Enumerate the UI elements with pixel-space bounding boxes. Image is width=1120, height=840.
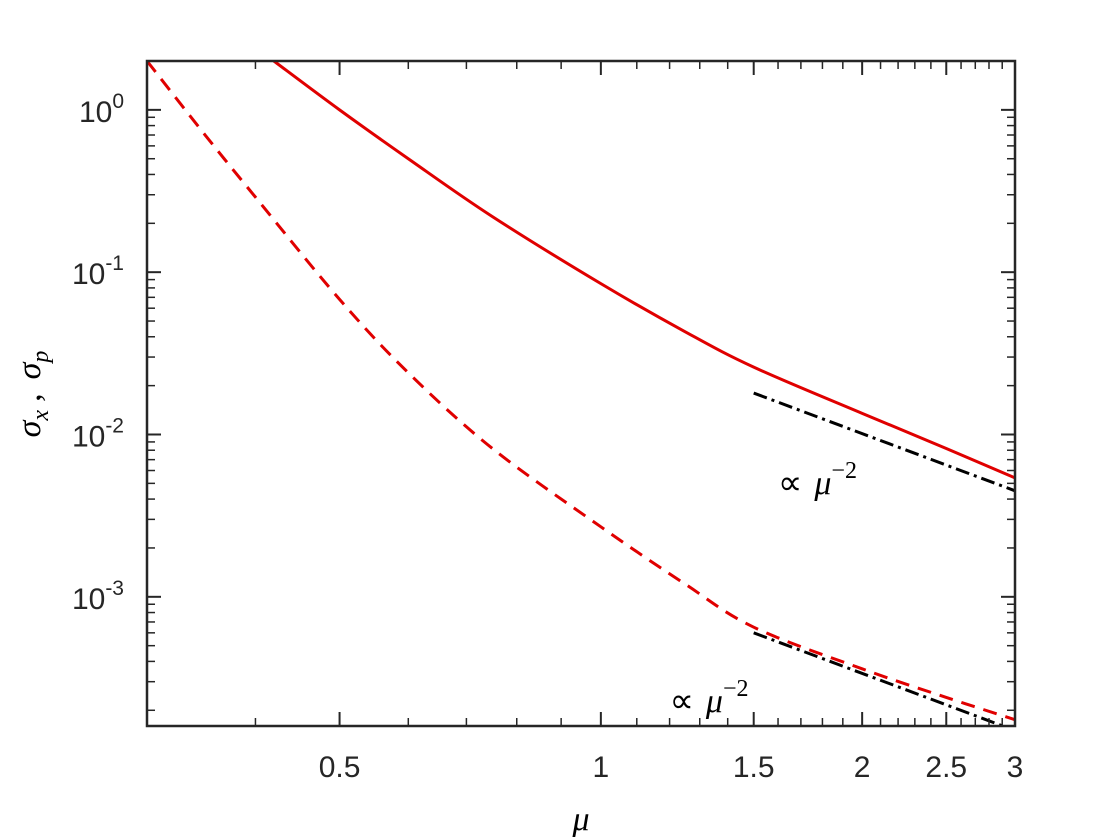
y-tick-label: 10-3 [72, 577, 124, 616]
series-line-2-dashed [147, 61, 1015, 722]
y-label-sigma-x: σ [11, 419, 48, 437]
y-tick-labels: 10-3 10-2 10-1 100 [72, 90, 124, 616]
minor-ticks [147, 61, 1015, 726]
x-tick-labels: 0.5 1 1.5 2 2.5 3 [319, 751, 1024, 784]
svg-text:σx,σp: σx,σp [11, 351, 54, 438]
plot-frame [145, 59, 1017, 728]
x-axis-label: μ [571, 801, 589, 838]
y-tick-label: 100 [79, 90, 124, 129]
series-layer [147, 61, 1015, 726]
x-tick-label: 2 [854, 751, 871, 784]
y-label-separator: , [11, 393, 48, 402]
x-tick-label: 1.5 [733, 751, 775, 784]
y-label-sub-p: p [28, 351, 54, 365]
series-line-3-dashdot [753, 391, 1015, 493]
plot-background [147, 61, 1015, 726]
x-tick-label: 3 [1007, 751, 1024, 784]
series-line-1-solid [272, 61, 1015, 480]
y-tick-label: 10-1 [72, 252, 124, 291]
y-tick-label: 10-2 [72, 414, 124, 453]
y-label-sigma-p: σ [11, 361, 48, 379]
y-axis-label: σx,σp [11, 351, 54, 438]
x-tick-label: 2.5 [925, 751, 967, 784]
x-tick-label: 0.5 [319, 751, 361, 784]
x-tick-label: 1 [593, 751, 610, 784]
annotation-proportional-2: ∝ μ−2 [670, 676, 749, 720]
annotation-proportional-1: ∝ μ−2 [778, 458, 857, 502]
series-line-4-dashdot [753, 631, 1008, 726]
y-label-sub-x: x [28, 410, 54, 422]
annotations: ∝ μ−2 ∝ μ−2 [670, 458, 857, 720]
